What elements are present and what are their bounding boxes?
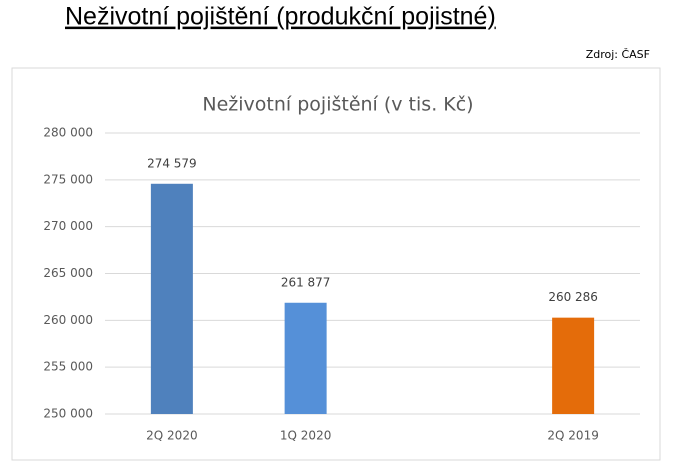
source: Zdroj: ČASF bbox=[586, 48, 650, 61]
y-tick-label: 265 000 bbox=[43, 266, 93, 280]
y-tick-label: 270 000 bbox=[43, 219, 93, 233]
chart-title: Neživotní pojištění (v tis. Kč) bbox=[202, 94, 473, 116]
x-tick-label: 2Q 2019 bbox=[547, 429, 598, 443]
value-label: 274 579 bbox=[147, 156, 197, 170]
y-tick-label: 260 000 bbox=[43, 313, 93, 327]
value-label: 260 286 bbox=[548, 290, 598, 304]
y-tick-label: 255 000 bbox=[43, 360, 93, 374]
x-tick-label: 2Q 2020 bbox=[146, 429, 197, 443]
bar bbox=[284, 302, 327, 414]
x-tick-label: 1Q 2020 bbox=[280, 429, 331, 443]
bar bbox=[150, 183, 193, 414]
y-tick-label: 275 000 bbox=[43, 172, 93, 186]
value-label: 261 877 bbox=[281, 275, 331, 289]
y-tick-label: 280 000 bbox=[43, 126, 93, 140]
page-title: Neživotní pojištění (produkční pojistné) bbox=[65, 3, 496, 31]
y-tick-label: 250 000 bbox=[43, 407, 93, 421]
bar bbox=[552, 317, 595, 414]
